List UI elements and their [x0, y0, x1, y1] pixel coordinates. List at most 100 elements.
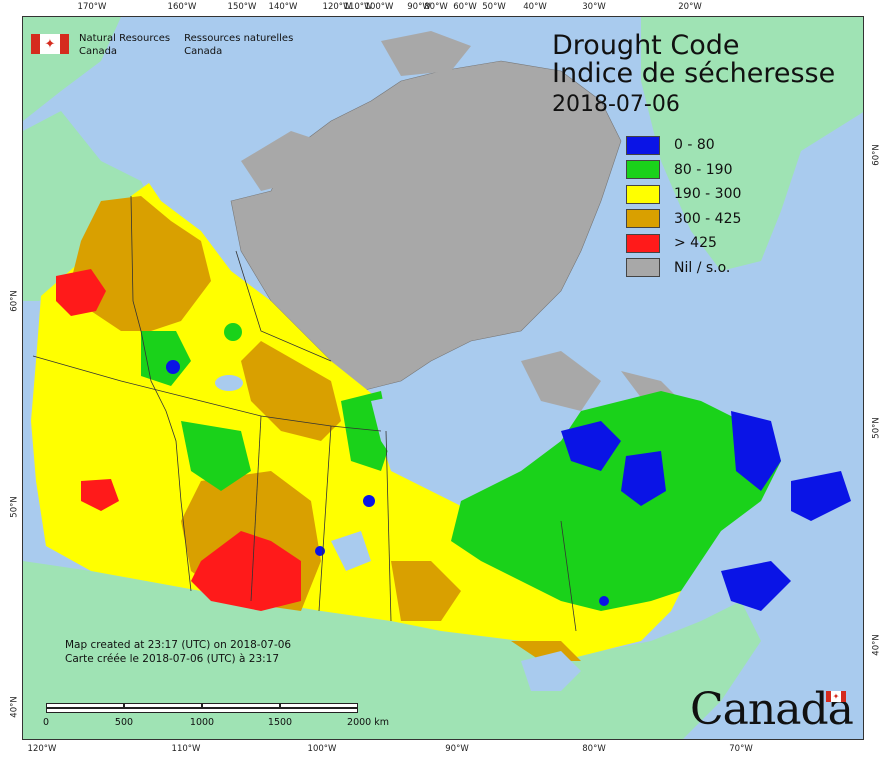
region-80-190-alberta [181, 421, 251, 491]
lake-winnipeg [331, 531, 371, 571]
region-0-80-coast [791, 471, 851, 521]
region-over-425-bc [81, 479, 119, 511]
map-date: 2018-07-06 [552, 91, 680, 117]
lon-tick: 70°W [729, 744, 753, 754]
legend-swatch [626, 184, 660, 204]
manitoba-ontario-border [385, 430, 392, 622]
legend-label: 300 - 425 [674, 210, 742, 227]
scale-label: 500 [114, 717, 134, 728]
lon-tick: 160°W [167, 2, 197, 12]
legend-item: Nil / s.o. [626, 256, 741, 281]
greenland-land [641, 17, 863, 271]
great-lakes [521, 651, 581, 691]
hudson-bay [371, 391, 451, 471]
legend: 0 - 80 80 - 190 190 - 300 300 - 425 > 425 Nil… [626, 133, 741, 280]
legend-item: 80 - 190 [626, 158, 741, 183]
legend-swatch [626, 209, 660, 229]
legend-label: 80 - 190 [674, 161, 733, 178]
region-0-80-labrador [731, 411, 781, 491]
legend-item: 0 - 80 [626, 133, 741, 158]
lon-tick: 110°W [343, 2, 373, 12]
scale-label: 1500 [267, 717, 293, 728]
region-300-425-ontario [391, 561, 461, 621]
lon-tick: 100°W [364, 2, 394, 12]
usa-land [23, 561, 761, 739]
lon-tick: 150°W [227, 2, 257, 12]
region-0-80-spot [363, 495, 375, 507]
scale-segment [202, 703, 280, 708]
lat-tick: 40°N [871, 634, 880, 656]
map-credits: Map created at 23:17 (UTC) on 2018-07-06… [65, 638, 291, 666]
region-over-425-yukon [56, 269, 106, 316]
lon-tick: 30°W [582, 2, 606, 12]
great-slave-lake [215, 375, 243, 391]
lon-tick: 20°W [678, 2, 702, 12]
legend-swatch [626, 135, 660, 155]
region-over-425-sask [191, 531, 301, 611]
region-0-80-spot [166, 360, 180, 374]
ontario-quebec-border [560, 520, 577, 632]
agency-name-en: Natural Resources Canada [79, 33, 171, 57]
lat-tick: 50°N [871, 417, 880, 439]
region-300-425-nwt [241, 341, 341, 441]
territorial-border [235, 250, 332, 362]
legend-swatch [626, 258, 660, 278]
map-canvas [23, 17, 863, 739]
lon-tick: 90°W [445, 744, 469, 754]
scale-bar: 0 500 1000 1500 2000 km [43, 703, 389, 728]
drought-code-map [22, 16, 864, 740]
scale-segment [280, 703, 358, 708]
lon-tick: 80°W [424, 2, 448, 12]
scale-segment [124, 703, 202, 708]
arctic-island [381, 31, 471, 76]
sask-manitoba-border [318, 425, 332, 612]
lon-tick: 100°W [307, 744, 337, 754]
legend-label: 0 - 80 [674, 137, 715, 154]
legend-swatch [626, 233, 660, 253]
region-0-80-newfoundland [721, 561, 791, 611]
scale-label: 1000 [189, 717, 215, 728]
canada-flag-icon: ✦ [826, 691, 846, 702]
region-300-425-yukon [71, 196, 211, 331]
scale-segment [46, 703, 124, 708]
lat-tick: 60°N [871, 144, 880, 166]
region-0-80-quebec [561, 421, 621, 471]
title-en: Drought Code [552, 30, 740, 61]
alberta-sask-border [250, 415, 262, 602]
lon-tick: 50°W [482, 2, 506, 12]
lon-tick: 120°W [322, 2, 352, 12]
region-0-80-spot [599, 596, 609, 606]
legend-label: 190 - 300 [674, 186, 742, 203]
lon-tick: 60°W [453, 2, 477, 12]
map-title: Drought Code Indice de sécheresse 2018-0… [552, 30, 836, 117]
arctic-island [241, 131, 321, 191]
lon-tick: 90°W [407, 2, 431, 12]
lon-tick: 80°W [582, 744, 606, 754]
canada-flag-icon: ✦ [31, 34, 69, 54]
lon-tick: 170°W [77, 2, 107, 12]
quebec-north-nodata [521, 351, 601, 411]
title-fr: Indice de sécheresse [552, 58, 836, 90]
agency-name-fr: Ressources naturelles Canada [184, 33, 294, 57]
lon-tick: 40°W [523, 2, 547, 12]
scale-baseline [46, 708, 358, 713]
legend-item: 190 - 300 [626, 182, 741, 207]
legend-item: 300 - 425 [626, 207, 741, 232]
scale-label: 0 [42, 717, 50, 728]
legend-label: Nil / s.o. [674, 259, 731, 276]
credit-fr: Carte créée le 2018-07-06 (UTC) à 23:17 [65, 653, 280, 665]
region-80-190-spot [224, 323, 242, 341]
lon-tick: 140°W [268, 2, 298, 12]
region-80-190-nwt [141, 331, 191, 386]
sixty-parallel-border [32, 355, 382, 432]
region-80-190-east [451, 391, 781, 611]
legend-item: > 425 [626, 231, 741, 256]
region-0-80-quebec-central [621, 451, 666, 506]
lon-tick: 120°W [27, 744, 57, 754]
credit-en: Map created at 23:17 (UTC) on 2018-07-06 [65, 639, 292, 651]
agency-header: ✦ Natural Resources Canada Ressources na… [31, 32, 307, 58]
legend-label: > 425 [674, 235, 717, 252]
scale-label: 2000 km [347, 717, 389, 728]
lon-tick: 110°W [171, 744, 201, 754]
